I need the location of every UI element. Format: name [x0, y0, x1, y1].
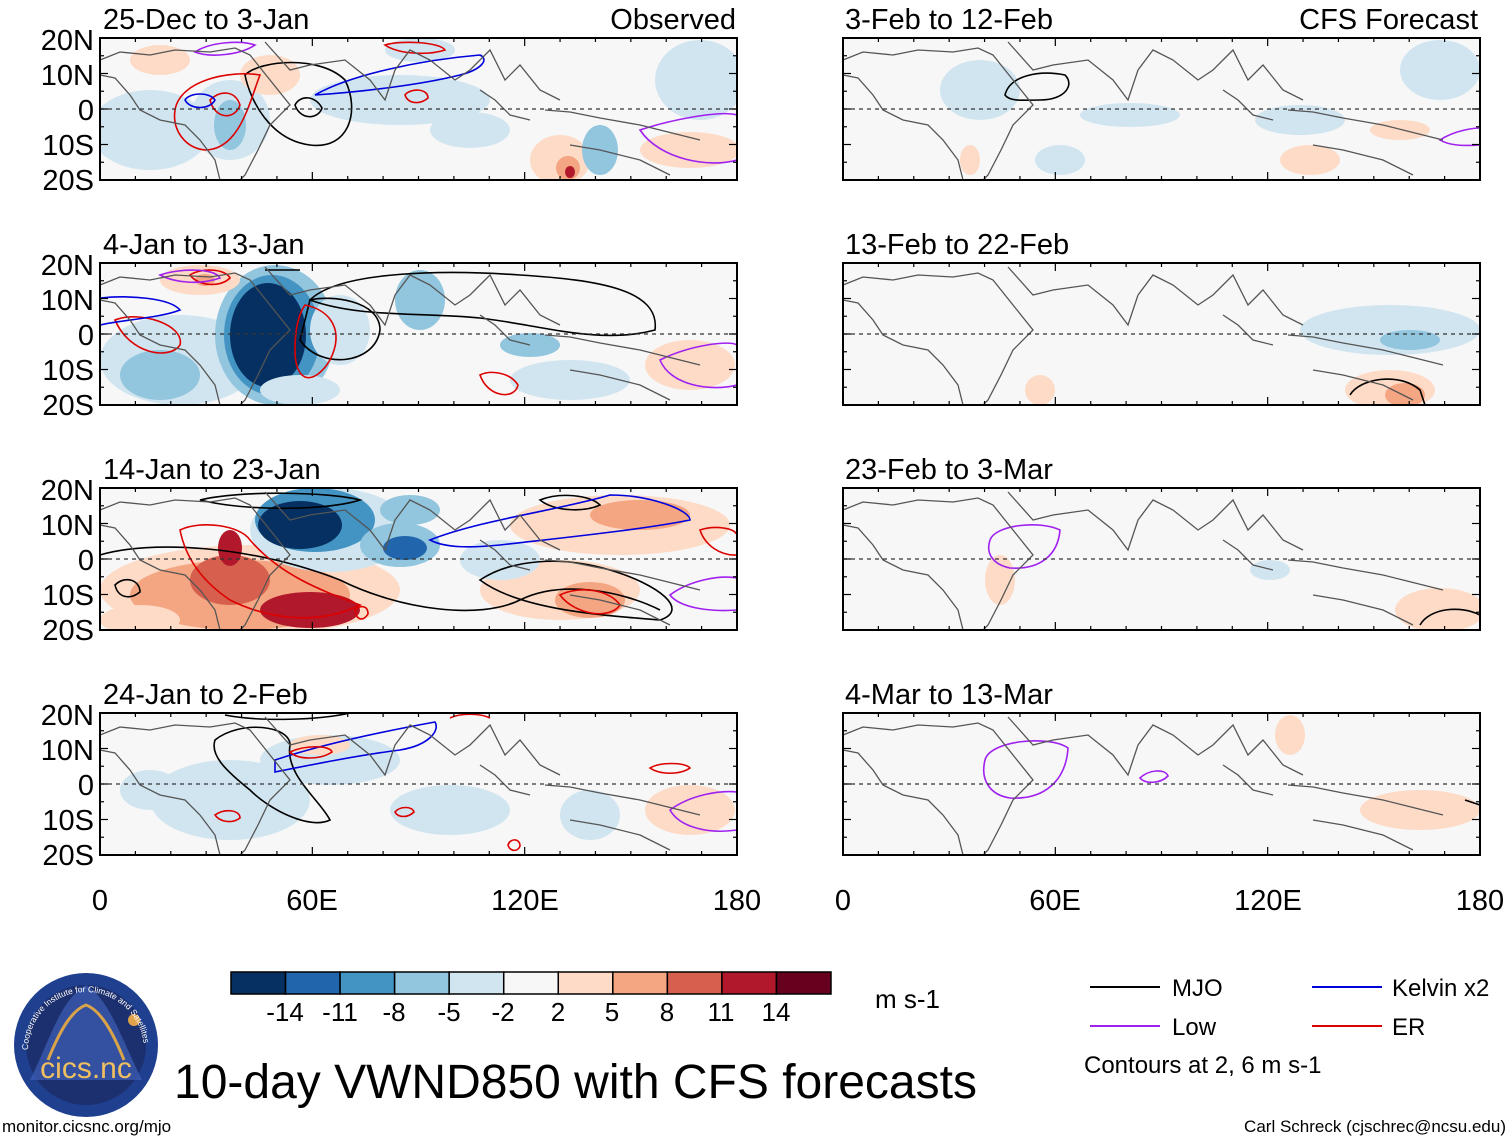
lon-axis: 0 60E 120E 180 0 60E 120E 180	[92, 885, 1504, 917]
colorbar-tick-label: -2	[491, 997, 514, 1027]
lat-tick-label: 20S	[42, 615, 94, 647]
colorbar-tick-label: -11	[322, 997, 358, 1027]
lon-tick-label: 120E	[491, 885, 559, 917]
lat-tick-label: 20N	[41, 25, 94, 57]
colorbar-swatch	[502, 971, 560, 995]
lat-tick-label: 10N	[41, 510, 94, 542]
panel-frames	[99, 37, 1481, 856]
lat-tick-label: 10S	[42, 355, 94, 387]
colorbar-tick-labels: -14 -11 -8 -5 -2 2 5 8 11 14	[266, 997, 790, 1027]
colorbar-tick-label: 14	[762, 997, 791, 1027]
wave-contours	[100, 41, 1480, 852]
lat-tick-label: 10N	[41, 60, 94, 92]
colorbar-swatch	[612, 971, 669, 995]
column-label-observed: Observed	[610, 4, 736, 36]
panel-field	[843, 263, 1480, 405]
lat-axis: 20N 10N 0 10S 20S 20N 10N 0 10S 20S 20N …	[41, 25, 94, 872]
legend-label: ER	[1392, 1014, 1425, 1041]
lat-tick-label: 10S	[42, 580, 94, 612]
contour-note: Contours at 2, 6 m s-1	[1084, 1052, 1321, 1079]
colorbar-swatch	[775, 971, 832, 995]
logo-text: cics.nc	[40, 1052, 132, 1085]
panel-title: 23-Feb to 3-Mar	[845, 454, 1053, 486]
colorbar-swatch	[557, 971, 614, 995]
lat-tick-label: 10S	[42, 805, 94, 837]
colorbar-tick-label: -5	[437, 997, 460, 1027]
lon-tick-label: 180	[713, 885, 761, 917]
legend: MJO Kelvin x2 Low ER Contours at 2, 6 m …	[1084, 975, 1489, 1079]
lon-tick-label: 60E	[286, 885, 338, 917]
legend-label: Kelvin x2	[1392, 975, 1489, 1002]
colorbar-swatch	[230, 971, 287, 995]
colorbar	[230, 971, 832, 995]
lat-tick-label: 10N	[41, 735, 94, 767]
panel-title: 4-Mar to 13-Mar	[845, 679, 1053, 711]
colorbar-tick-label: 11	[708, 997, 735, 1027]
footer-credit: Carl Schreck (cjschrec@ncsu.edu)	[1244, 1117, 1506, 1136]
panel-title: 13-Feb to 22-Feb	[845, 229, 1069, 261]
coastlines	[99, 41, 1444, 856]
lat-tick-label: 20N	[41, 475, 94, 507]
lon-tick-label: 0	[835, 885, 851, 917]
colorbar-swatch	[393, 971, 450, 995]
panel-title: 25-Dec to 3-Jan	[103, 4, 309, 36]
colorbar-swatch	[721, 971, 778, 995]
panel-field	[100, 263, 737, 405]
lon-tick-label: 120E	[1234, 885, 1302, 917]
panel-field	[843, 488, 1480, 630]
footer-url: monitor.cicsnc.org/mjo	[2, 1117, 171, 1136]
colorbar-units: m s-1	[875, 984, 940, 1014]
colorbar-swatch	[666, 971, 723, 995]
panel-title: 4-Jan to 13-Jan	[103, 229, 305, 261]
panel-field	[100, 713, 737, 855]
legend-label: Low	[1172, 1014, 1217, 1041]
lat-tick-label: 10S	[42, 130, 94, 162]
lon-tick-label: 180	[1456, 885, 1504, 917]
colorbar-swatch	[448, 971, 505, 995]
colorbar-tick-label: -8	[382, 997, 405, 1027]
colorbar-swatch	[339, 971, 396, 995]
panel-title: 14-Jan to 23-Jan	[103, 454, 321, 486]
lon-tick-label: 0	[92, 885, 108, 917]
lat-tick-label: 10N	[41, 285, 94, 317]
lat-tick-label: 20N	[41, 700, 94, 732]
lat-tick-label: 0	[78, 320, 94, 352]
colorbar-tick-label: 2	[551, 997, 565, 1027]
colorbar-tick-label: 8	[660, 997, 674, 1027]
legend-label: MJO	[1172, 975, 1223, 1002]
lon-tick-label: 60E	[1029, 885, 1081, 917]
lat-tick-label: 20S	[42, 390, 94, 422]
lat-tick-label: 0	[78, 770, 94, 802]
panel-field	[100, 488, 737, 630]
figure-title: 10-day VWND850 with CFS forecasts	[174, 1056, 977, 1109]
panel-field	[843, 38, 1480, 180]
panel-title: 24-Jan to 2-Feb	[103, 679, 308, 711]
colorbar-tick-label: 5	[605, 997, 619, 1027]
column-label-forecast: CFS Forecast	[1299, 4, 1478, 36]
lat-tick-label: 20S	[42, 840, 94, 872]
lat-tick-label: 0	[78, 95, 94, 127]
lat-tick-label: 20N	[41, 250, 94, 282]
colorbar-swatch	[284, 971, 341, 995]
panel-title: 3-Feb to 12-Feb	[845, 4, 1053, 36]
panel-field	[843, 713, 1480, 855]
colorbar-tick-label: -14	[266, 997, 304, 1027]
lat-tick-label: 0	[78, 545, 94, 577]
cics-logo: Cooperative Institute for Climate and Sa…	[14, 973, 158, 1117]
lat-tick-label: 20S	[42, 165, 94, 197]
